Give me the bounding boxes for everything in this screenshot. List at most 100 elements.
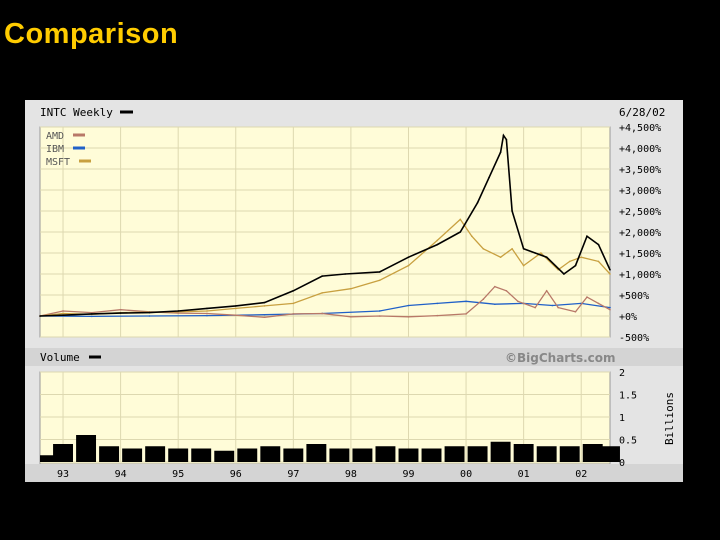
data-point-intc: [292, 290, 295, 292]
data-point-intc: [407, 256, 410, 258]
x-tick-label: 01: [518, 469, 530, 480]
data-point-intc: [321, 275, 323, 277]
data-point-intc: [91, 313, 93, 315]
volume-bar: [99, 446, 120, 462]
price-y-tick-label: +3,500%: [619, 165, 661, 176]
x-tick-label: 00: [460, 469, 472, 480]
chart-date: 6/28/02: [619, 106, 665, 119]
data-point-ibm: [609, 306, 611, 309]
data-point-amd: [177, 312, 179, 314]
volume-bar: [375, 446, 396, 462]
data-point-amd: [545, 290, 548, 292]
data-point-ibm: [436, 302, 439, 305]
data-point-amd: [91, 311, 93, 314]
data-point-amd: [534, 306, 536, 309]
volume-bar: [214, 450, 235, 462]
data-point-msft: [234, 307, 237, 310]
volume-bar: [421, 448, 442, 462]
volume-bar: [53, 444, 73, 462]
data-point-msft: [62, 312, 64, 315]
data-point-amd: [234, 314, 237, 316]
data-point-amd: [494, 285, 496, 288]
volume-bar: [352, 448, 373, 462]
price-y-tick-label: +2,000%: [619, 228, 661, 239]
data-point-msft: [292, 302, 295, 305]
price-lines: [39, 133, 611, 319]
volume-y-tick-label: 1.5: [619, 391, 637, 402]
data-point-amd: [586, 296, 588, 298]
price-y-tick-label: +4,000%: [619, 144, 661, 155]
data-point-ibm: [206, 314, 208, 317]
data-point-intc: [436, 243, 439, 246]
x-tick-label: 93: [57, 469, 69, 480]
data-point-intc: [511, 210, 513, 212]
volume-title: Volume: [40, 351, 80, 364]
data-point-msft: [540, 252, 542, 254]
data-point-ibm: [407, 304, 410, 307]
volume-bar: [168, 448, 189, 462]
volume-y-tick-label: 0: [619, 458, 625, 469]
x-tick-label: 95: [172, 469, 184, 480]
data-point-msft: [407, 264, 410, 267]
volume-bar: [467, 446, 488, 462]
data-point-msft: [511, 248, 513, 250]
data-point-msft: [206, 310, 208, 312]
data-point-intc: [534, 252, 536, 254]
price-grid: [40, 126, 610, 338]
data-point-msft: [459, 218, 462, 221]
data-point-amd: [119, 308, 122, 311]
data-point-ibm: [465, 300, 467, 303]
volume-bar: [237, 448, 258, 462]
price-y-tick-label: +1,500%: [619, 249, 661, 260]
data-point-intc: [234, 305, 237, 307]
data-point-amd: [465, 313, 467, 315]
data-point-msft: [482, 248, 485, 250]
data-point-intc: [545, 256, 548, 258]
data-point-amd: [609, 308, 611, 311]
volume-bar: [559, 446, 580, 462]
volume-bar: [191, 448, 212, 462]
data-point-msft: [609, 273, 611, 275]
data-point-intc: [488, 176, 490, 179]
x-tick-label: 02: [575, 469, 587, 480]
data-point-amd: [263, 316, 266, 319]
price-y-tick-label: +1,000%: [619, 270, 661, 281]
volume-bars: [40, 435, 620, 462]
volume-bar: [329, 448, 350, 462]
data-point-msft: [350, 287, 352, 290]
data-point-intc: [119, 312, 122, 314]
data-point-ibm: [91, 315, 93, 318]
data-point-intc: [39, 315, 41, 317]
data-point-ibm: [494, 303, 496, 306]
price-y-tick-label: +3,000%: [619, 186, 661, 197]
data-point-msft: [568, 260, 571, 263]
data-point-intc: [177, 310, 179, 312]
data-point-amd: [378, 315, 381, 317]
data-point-intc: [476, 201, 479, 204]
volume-bar: [145, 446, 166, 462]
data-point-amd: [321, 312, 323, 315]
price-y-tick-label: +500%: [619, 291, 649, 302]
legend-label-ibm: IBM: [46, 144, 64, 155]
volume-bar: [40, 455, 60, 462]
data-point-amd: [350, 316, 352, 318]
data-point-amd: [557, 306, 559, 309]
volume-header-band: [25, 348, 683, 366]
data-point-amd: [407, 316, 410, 318]
volume-bar: [536, 446, 557, 462]
data-point-amd: [597, 302, 600, 305]
data-point-amd: [62, 310, 64, 312]
data-point-intc: [522, 248, 525, 250]
volume-y-tick-label: 0.5: [619, 436, 637, 447]
data-point-msft: [321, 292, 323, 294]
data-point-amd: [482, 298, 485, 300]
volume-bar: [122, 448, 143, 462]
data-point-msft: [522, 264, 525, 267]
data-point-intc: [597, 243, 600, 246]
x-tick-label: 97: [287, 469, 299, 480]
volume-bar: [582, 444, 603, 462]
data-point-msft: [263, 305, 266, 307]
data-point-ibm: [148, 315, 151, 317]
data-point-intc: [563, 273, 565, 275]
volume-bar: [260, 446, 281, 462]
